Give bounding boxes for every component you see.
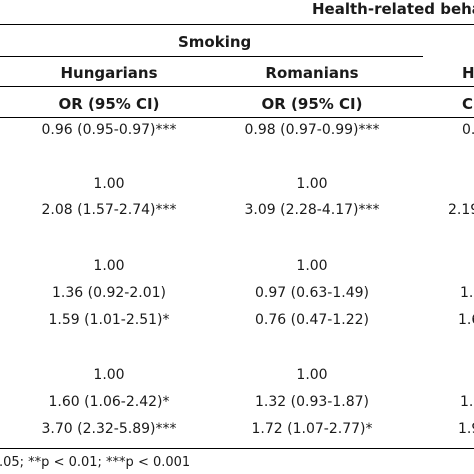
significance-footnote: .05; **p < 0.01; ***p < 0.001 bbox=[0, 455, 191, 470]
stat-header-third: C bbox=[462, 95, 474, 113]
cell-hu-row5: 1.59 (1.01-2.51)* bbox=[48, 312, 170, 328]
cell-h3-row7: 1.2 bbox=[460, 394, 474, 410]
cell-ro-row0: 0.98 (0.97-0.99)*** bbox=[244, 122, 380, 138]
cell-ro-row2: 3.09 (2.28-4.17)*** bbox=[244, 202, 380, 218]
cell-ro-row6: 1.00 bbox=[296, 367, 328, 383]
cell-hu-row8: 3.70 (2.32-5.89)*** bbox=[41, 421, 177, 437]
table-top-header: Health-related behav bbox=[312, 0, 474, 18]
cell-h3-row8: 1.9 bbox=[458, 421, 474, 437]
cell-hu-row1: 1.00 bbox=[93, 176, 125, 192]
cell-h3-row2: 2.19 bbox=[448, 202, 474, 218]
cell-hu-row2: 2.08 (1.57-2.74)*** bbox=[41, 202, 177, 218]
cell-hu-row4: 1.36 (0.92-2.01) bbox=[52, 285, 166, 301]
rule-under-populations bbox=[0, 86, 474, 87]
stat-header-romanians: OR (95% CI) bbox=[261, 95, 363, 113]
cell-ro-row1: 1.00 bbox=[296, 176, 328, 192]
rule-under-smoking bbox=[0, 56, 423, 57]
cell-hu-row3: 1.00 bbox=[93, 258, 125, 274]
stat-header-hungarians: OR (95% CI) bbox=[58, 95, 160, 113]
cell-hu-row0: 0.96 (0.95-0.97)*** bbox=[41, 122, 177, 138]
cell-ro-row7: 1.32 (0.93-1.87) bbox=[255, 394, 369, 410]
cell-h3-row4: 1.7 bbox=[460, 285, 474, 301]
rule-under-top-header bbox=[0, 24, 474, 25]
cell-hu-row7: 1.60 (1.06-2.42)* bbox=[48, 394, 170, 410]
cell-h3-row0: 0.9 bbox=[462, 122, 474, 138]
column-header-romanians: Romanians bbox=[265, 64, 359, 82]
column-header-hungarians: Hungarians bbox=[60, 64, 158, 82]
column-header-third: H bbox=[462, 64, 474, 82]
cell-ro-row5: 0.76 (0.47-1.22) bbox=[255, 312, 369, 328]
cell-ro-row3: 1.00 bbox=[296, 258, 328, 274]
group-header-smoking: Smoking bbox=[178, 33, 252, 51]
cell-ro-row4: 0.97 (0.63-1.49) bbox=[255, 285, 369, 301]
rule-under-stat-headers bbox=[0, 117, 474, 118]
cell-hu-row6: 1.00 bbox=[93, 367, 125, 383]
cell-h3-row5: 1.6 bbox=[458, 312, 474, 328]
cell-ro-row8: 1.72 (1.07-2.77)* bbox=[251, 421, 373, 437]
rule-bottom bbox=[0, 448, 474, 449]
